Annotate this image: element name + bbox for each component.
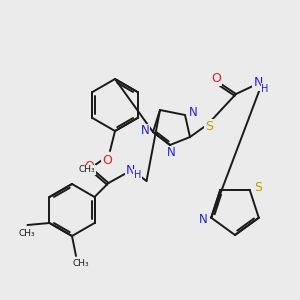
- Text: O: O: [211, 71, 221, 85]
- Text: H: H: [134, 170, 141, 180]
- Text: O: O: [85, 160, 94, 172]
- Text: S: S: [205, 119, 213, 133]
- Text: CH₃: CH₃: [79, 166, 95, 175]
- Text: N: N: [189, 106, 197, 119]
- Text: N: N: [253, 76, 263, 89]
- Text: CH₃: CH₃: [18, 230, 35, 238]
- Text: CH₃: CH₃: [73, 259, 89, 268]
- Text: S: S: [254, 181, 262, 194]
- Text: N: N: [141, 124, 149, 137]
- Text: N: N: [126, 164, 135, 176]
- Text: H: H: [261, 84, 269, 94]
- Text: O: O: [102, 154, 112, 166]
- Text: N: N: [199, 213, 208, 226]
- Text: N: N: [167, 146, 176, 160]
